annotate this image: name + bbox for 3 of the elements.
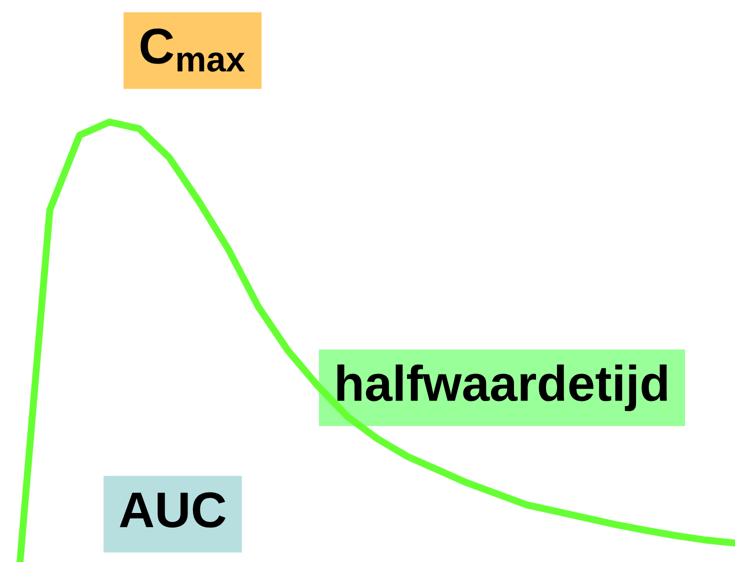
annotation: AUC (120, 492, 226, 528)
annotation: halfwaardetijd (337, 364, 667, 412)
text: C$_{max}$ (140, 28, 245, 72)
